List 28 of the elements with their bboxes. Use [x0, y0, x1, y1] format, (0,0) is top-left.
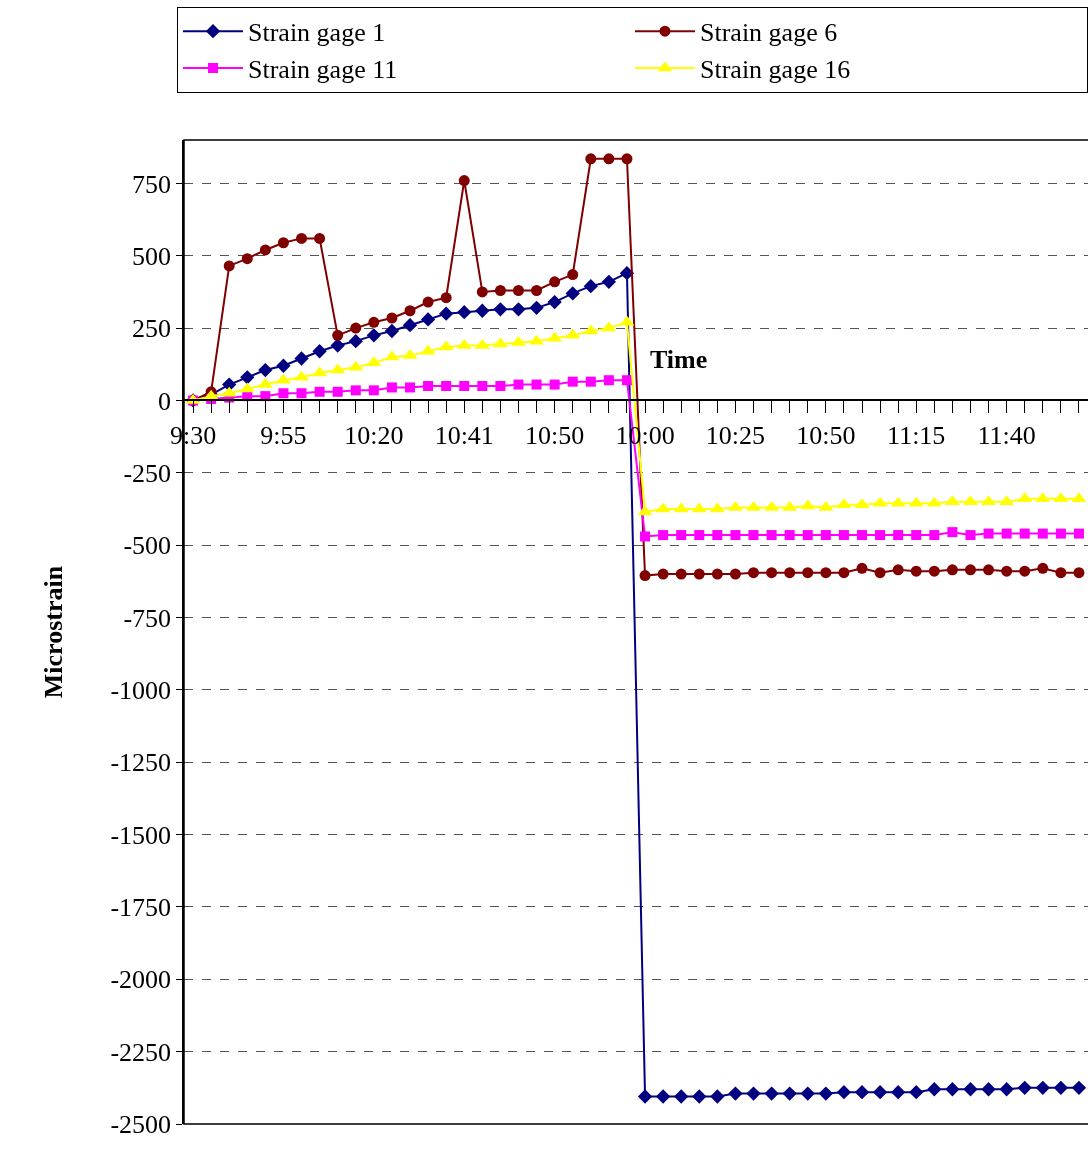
legend-label: Strain gage 6	[700, 18, 838, 48]
x-tick-label: 11:40	[977, 421, 1036, 451]
x-tick-label: 10:50	[796, 421, 856, 451]
y-tick-label: 750	[132, 169, 172, 199]
y-tick-label: -250	[123, 458, 172, 488]
y-tick-label: -2000	[110, 965, 172, 995]
x-tick-label: 9:55	[260, 421, 307, 451]
y-tick-label: -1000	[110, 675, 172, 705]
y-tick-label: -1500	[110, 820, 172, 850]
y-tick-label: -1250	[110, 748, 172, 778]
x-axis-title: Time	[650, 345, 708, 374]
y-tick-label: 0	[158, 386, 172, 416]
y-tick-label: 250	[132, 314, 172, 344]
legend-label: Strain gage 11	[248, 55, 398, 85]
y-tick-label: -750	[123, 603, 172, 633]
y-axis-title: Microstrain	[39, 565, 69, 699]
y-tick-label: -1750	[110, 893, 172, 923]
x-tick-label: 10:50	[525, 421, 585, 451]
y-tick-label: -2250	[110, 1037, 172, 1067]
x-tick-label: 10:20	[344, 421, 404, 451]
x-tick-label: 10:25	[705, 421, 766, 451]
x-tick-label: 10:41	[434, 421, 494, 451]
y-tick-label: 500	[132, 241, 172, 271]
y-tick-label: -2500	[110, 1110, 172, 1140]
y-tick-label: -500	[123, 531, 172, 561]
legend-label: Strain gage 1	[248, 18, 386, 48]
legend-label: Strain gage 16	[700, 55, 851, 85]
x-tick-label: 11:15	[887, 421, 946, 451]
